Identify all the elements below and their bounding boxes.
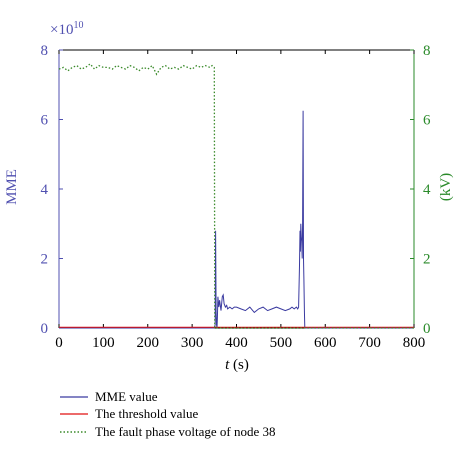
- y-axis-right-title: (kV): [438, 173, 454, 201]
- y-right-tick-label: 0: [423, 321, 431, 337]
- x-tick-label: 300: [181, 335, 204, 351]
- exponent-base: ×10: [50, 22, 73, 38]
- plot-area: [58, 49, 415, 329]
- y-left-tick-label: 4: [41, 182, 49, 198]
- legend-label-the-fault-phase-voltage-of-node-38: The fault phase voltage of node 38: [95, 424, 276, 439]
- x-tick-label: 500: [270, 335, 293, 351]
- x-tick-label: 0: [55, 335, 63, 351]
- y-left-tick-label: 0: [41, 321, 49, 337]
- exponent-power: 10: [73, 20, 83, 31]
- y-axis-exponent: ×1010: [50, 20, 83, 38]
- y-right-tick-label: 4: [423, 182, 431, 198]
- legend: MME value The threshold value The fault ph…: [60, 389, 276, 439]
- y-right-tick-label: 2: [423, 252, 431, 268]
- x-tick-label: 100: [92, 335, 115, 351]
- x-axis-unit: (s): [229, 357, 249, 373]
- series-line-mme-value: [59, 110, 414, 329]
- x-axis-title: t (s): [225, 357, 249, 373]
- y-right-tick-label: 8: [423, 43, 431, 59]
- y-axis-left-title: MME: [4, 169, 20, 205]
- y-left-tick-label: 6: [41, 113, 49, 129]
- x-tick-label: 400: [225, 335, 248, 351]
- y-right-tick-label: 6: [423, 113, 431, 129]
- legend-label-mme-value: MME value: [95, 389, 158, 404]
- legend-label-the-threshold-value: The threshold value: [95, 406, 198, 421]
- x-tick-label: 600: [314, 335, 337, 351]
- series-layer: [58, 63, 414, 329]
- series-line-the-fault-phase-voltage-of-node-38: [58, 63, 414, 329]
- y-left-tick-label: 8: [41, 43, 49, 59]
- x-tick-label: 800: [403, 335, 426, 351]
- x-axis-variable: t: [225, 357, 230, 373]
- x-tick-label: 700: [358, 335, 381, 351]
- y-left-tick-label: 2: [41, 252, 49, 268]
- x-tick-label: 200: [137, 335, 160, 351]
